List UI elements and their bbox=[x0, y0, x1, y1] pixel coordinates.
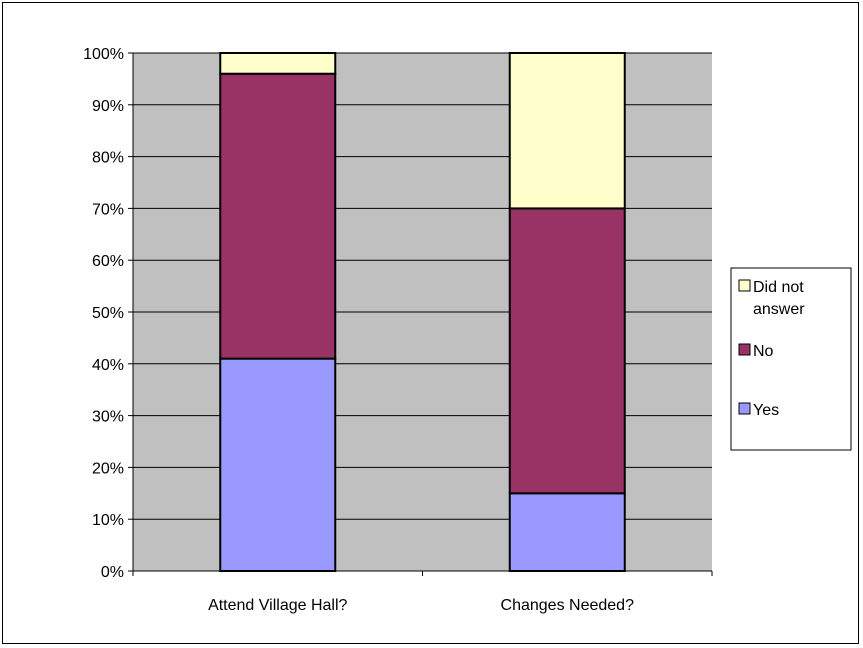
y-tick-label: 60% bbox=[92, 253, 124, 270]
bar-segment-no bbox=[508, 207, 626, 495]
legend-box bbox=[730, 267, 852, 451]
y-tick-label: 0% bbox=[101, 564, 124, 581]
legend-swatch bbox=[738, 402, 751, 415]
y-tick-label: 90% bbox=[92, 98, 124, 115]
x-category-label: Attend Village Hall? bbox=[208, 597, 347, 614]
y-tick-label: 40% bbox=[92, 357, 124, 374]
y-tick-label: 20% bbox=[92, 460, 124, 477]
y-tick-label: 10% bbox=[92, 512, 124, 529]
legend-label: answer bbox=[753, 301, 805, 318]
legend-label: Yes bbox=[753, 402, 779, 419]
bar-segment-no bbox=[219, 72, 337, 360]
axes bbox=[128, 52, 713, 576]
x-axis-category-labels: Attend Village Hall? Changes Needed? bbox=[208, 597, 634, 614]
y-tick-label: 80% bbox=[92, 150, 124, 167]
y-tick-label: 70% bbox=[92, 201, 124, 218]
bar-segment-yes bbox=[219, 357, 337, 572]
legend-label: Did not bbox=[753, 279, 804, 296]
y-axis-tick-labels: 0% 10% 20% 30% 40% 50% 60% 70% 80% 90% 100% bbox=[83, 46, 124, 581]
legend-label: No bbox=[753, 343, 774, 360]
bar-segment-did-not-answer bbox=[508, 52, 626, 210]
x-category-label: Changes Needed? bbox=[501, 597, 635, 614]
bars bbox=[219, 52, 626, 572]
legend: Did not answer No Yes bbox=[730, 267, 852, 451]
bar-segment-yes bbox=[508, 492, 626, 572]
y-tick-label: 50% bbox=[92, 305, 124, 322]
y-tick-label: 100% bbox=[83, 46, 124, 63]
bar-segment-did-not-answer bbox=[219, 52, 337, 75]
y-tick-label: 30% bbox=[92, 409, 124, 426]
legend-swatch bbox=[738, 279, 751, 292]
legend-swatch bbox=[738, 343, 751, 356]
